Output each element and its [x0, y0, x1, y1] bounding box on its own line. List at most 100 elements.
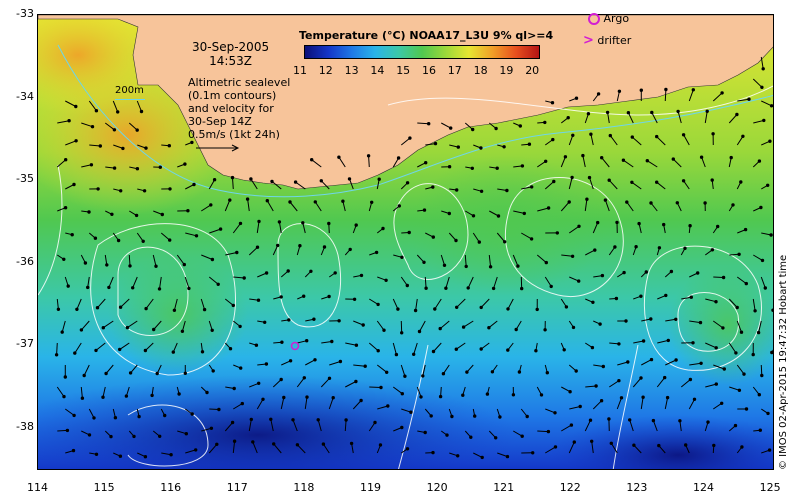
velocity-arrow-head: [639, 294, 643, 298]
velocity-arrow-head: [729, 155, 733, 160]
velocity-arrow-head: [634, 245, 638, 249]
velocity-arrow-head: [280, 340, 284, 344]
velocity-arrow-head: [553, 411, 557, 415]
longitude-tick-label: 114: [27, 481, 48, 494]
velocity-arrow-head: [313, 358, 317, 362]
velocity-arrow: [616, 397, 622, 410]
velocity-arrow: [392, 342, 397, 355]
velocity-arrow-head: [487, 326, 491, 330]
velocity-arrow: [513, 210, 525, 214]
velocity-arrow-head: [699, 361, 703, 365]
velocity-arrow-head: [511, 393, 516, 397]
velocity-arrow-head: [461, 325, 466, 329]
velocity-arrow-head: [449, 126, 453, 130]
velocity-arrow-head: [737, 388, 742, 392]
velocity-arrow-head: [288, 200, 292, 204]
velocity-arrow: [680, 379, 691, 388]
velocity-arrow-head: [396, 307, 400, 311]
velocity-arrow-head: [444, 286, 448, 290]
velocity-arrow-head: [400, 392, 404, 396]
velocity-arrow: [704, 111, 708, 124]
velocity-arrow-head: [74, 104, 78, 109]
velocity-arrow: [392, 298, 399, 310]
velocity-arrow: [497, 452, 508, 458]
velocity-arrow: [392, 157, 400, 168]
velocity-arrow: [752, 78, 763, 88]
velocity-arrow-head: [376, 302, 380, 307]
velocity-arrow-head: [607, 178, 611, 182]
velocity-arrow-head: [530, 185, 534, 189]
velocity-arrow-head: [760, 85, 764, 90]
velocity-arrow-head: [94, 109, 99, 113]
velocity-arrow-head: [139, 109, 144, 114]
velocity-arrow-head: [535, 307, 539, 312]
velocity-arrow: [753, 254, 763, 261]
velocity-arrow: [664, 89, 667, 102]
velocity-arrow-head: [544, 159, 548, 164]
velocity-arrow-head: [95, 306, 100, 310]
velocity-arrow-head: [98, 144, 102, 148]
velocity-arrow-head: [80, 396, 85, 400]
velocity-arrow-head: [766, 183, 770, 188]
velocity-arrow-head: [760, 258, 765, 263]
velocity-arrow: [689, 320, 701, 324]
velocity-arrow-head: [570, 254, 575, 259]
velocity-arrow: [589, 177, 594, 190]
velocity-arrow-head: [118, 454, 123, 458]
velocity-arrow: [419, 320, 426, 332]
velocity-arrow-head: [429, 414, 433, 418]
velocity-arrow: [304, 397, 308, 410]
velocity-arrow: [422, 364, 426, 377]
velocity-arrow: [181, 320, 186, 332]
velocity-arrow: [585, 385, 597, 388]
velocity-arrow-head: [331, 396, 335, 400]
contour-line: [393, 183, 469, 280]
drifter-legend-icon: >: [583, 33, 594, 48]
velocity-arrow-head: [337, 319, 341, 323]
velocity-arrow-head: [67, 119, 71, 123]
velocity-arrow-head: [295, 443, 300, 447]
velocity-arrow-head: [626, 111, 631, 115]
velocity-arrow: [61, 320, 66, 333]
longitude-tick-label: 123: [626, 481, 648, 494]
velocity-arrow-head: [257, 381, 261, 385]
velocity-arrow-head: [341, 199, 345, 203]
velocity-arrow: [609, 135, 618, 146]
velocity-arrow-head: [617, 342, 621, 346]
velocity-arrow-head: [119, 189, 123, 193]
velocity-arrow-head: [663, 375, 667, 380]
velocity-arrow-head: [264, 271, 269, 275]
latitude-tick-label: -37: [16, 337, 34, 350]
velocity-arrow-head: [543, 328, 547, 332]
velocity-arrow-head: [555, 231, 559, 235]
velocity-arrow-head: [706, 420, 710, 424]
velocity-arrow-head: [240, 401, 245, 406]
velocity-arrow-head: [66, 284, 70, 288]
velocity-arrow-head: [743, 227, 748, 232]
velocity-arrow-head: [649, 357, 654, 362]
velocity-arrow-head: [624, 319, 628, 323]
velocity-arrow: [544, 276, 552, 287]
velocity-arrow-head: [104, 371, 108, 376]
velocity-arrow-head: [379, 385, 383, 390]
velocity-arrow: [705, 342, 717, 349]
velocity-arrow-head: [210, 257, 215, 262]
contour-line: [38, 164, 63, 296]
colorbar-tick-label: 11: [293, 64, 307, 77]
velocity-arrow-head: [531, 451, 535, 455]
velocity-arrow-head: [272, 442, 276, 446]
velocity-arrow: [633, 340, 644, 344]
velocity-arrow-head: [124, 394, 129, 398]
velocity-arrow-head: [354, 379, 358, 384]
altimetry-line: 0.5m/s (1kt 24h): [188, 128, 280, 141]
velocity-arrow: [640, 397, 644, 410]
velocity-arrow-head: [577, 224, 581, 229]
contour-line: [90, 223, 236, 376]
velocity-arrow: [729, 386, 740, 391]
velocity-arrow-head: [373, 420, 377, 425]
velocity-arrow-head: [72, 413, 76, 418]
velocity-arrow-head: [433, 307, 437, 311]
velocity-arrow: [400, 276, 408, 286]
velocity-arrow-head: [301, 221, 305, 225]
velocity-arrow: [208, 179, 216, 190]
